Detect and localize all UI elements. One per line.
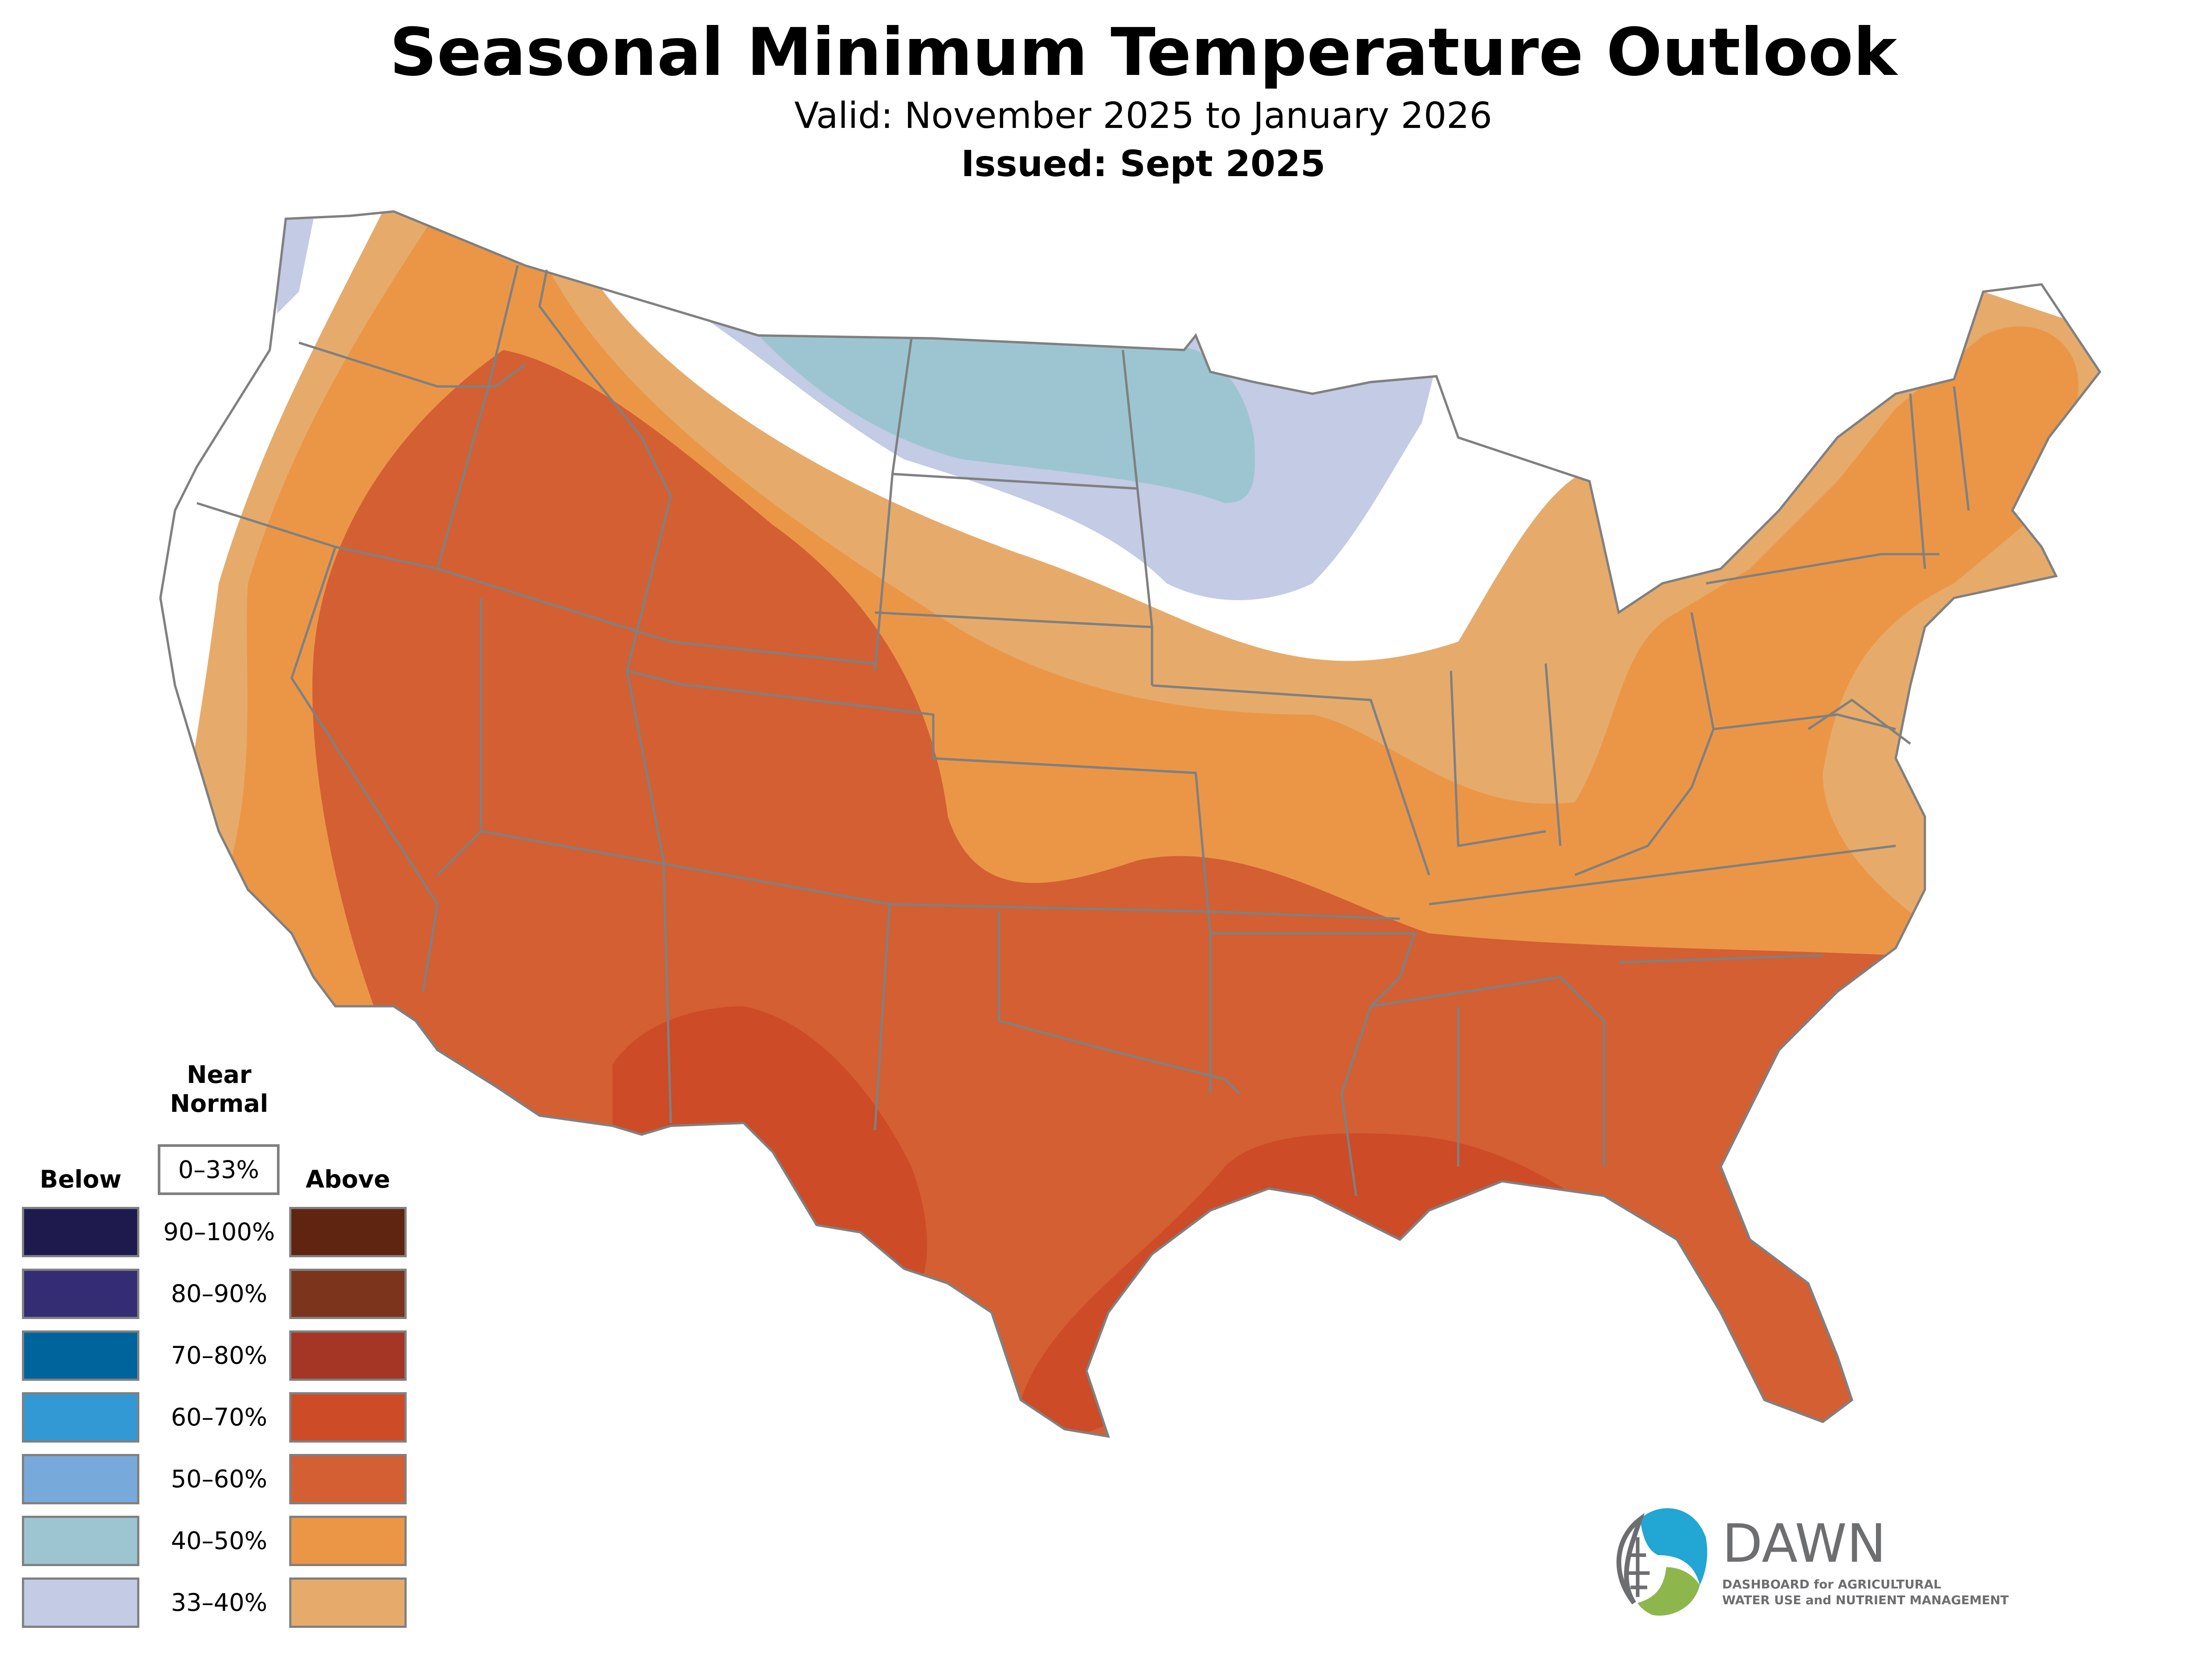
dawn-logo: DAWN DASHBOARD for AGRICULTURAL WATER US…: [1591, 1489, 2055, 1630]
legend-swatch-below: [22, 1269, 139, 1319]
legend-below-heading: Below: [39, 1165, 122, 1193]
legend-swatch-above: [289, 1207, 407, 1257]
legend-swatch-below: [22, 1330, 139, 1381]
valid-period: Valid: November 2025 to January 2026: [794, 95, 1493, 137]
dawn-logo-tagline-2: WATER USE and NUTRIENT MANAGEMENT: [1722, 1593, 2009, 1607]
legend-swatch-above: [289, 1577, 407, 1628]
legend-swatch-above: [289, 1269, 407, 1319]
legend-near-normal-heading: Near Normal: [158, 1060, 280, 1118]
legend-near-label: Near: [187, 1061, 252, 1089]
legend-swatch-below: [22, 1577, 139, 1628]
legend-swatch-above: [289, 1330, 407, 1381]
legend-swatch-below: [22, 1207, 139, 1257]
legend-range-label: 50–60%: [171, 1465, 267, 1493]
legend-range-label: 40–50%: [171, 1527, 267, 1555]
dawn-logo-mark-icon: [1616, 1508, 1707, 1616]
below-33-40-region-washington: [277, 219, 314, 314]
issued-date: Issued: Sept 2025: [961, 143, 1326, 185]
legend-normal-label: Normal: [170, 1089, 269, 1118]
legend-range-label: 60–70%: [171, 1403, 267, 1431]
dawn-logo-tagline-1: DASHBOARD for AGRICULTURAL: [1722, 1577, 1942, 1592]
legend-swatch-below: [22, 1454, 139, 1504]
legend-near-normal-swatch: 0–33%: [158, 1144, 280, 1195]
legend-swatch-above: [289, 1392, 407, 1443]
legend-range-label: 80–90%: [171, 1280, 267, 1308]
legend-swatch-above: [289, 1516, 407, 1566]
dawn-logo-name: DAWN: [1722, 1514, 1886, 1574]
legend-swatch-below: [22, 1516, 139, 1566]
page-title: Seasonal Minimum Temperature Outlook: [390, 14, 1897, 91]
legend-above-heading: Above: [305, 1165, 390, 1193]
legend-range-label: 90–100%: [163, 1218, 275, 1246]
state-borders: [159, 210, 2102, 1438]
legend-range-label: 70–80%: [171, 1341, 267, 1369]
legend-swatch-below: [22, 1392, 139, 1443]
legend-range-label: 33–40%: [171, 1588, 267, 1616]
legend-swatch-above: [289, 1454, 407, 1504]
